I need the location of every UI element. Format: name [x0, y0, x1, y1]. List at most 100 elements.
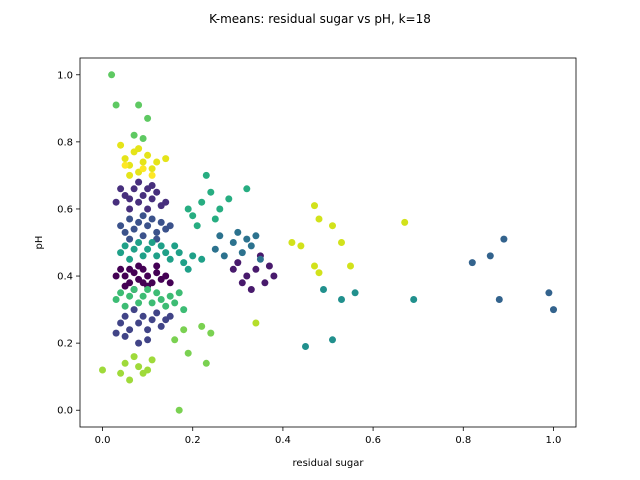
data-point — [157, 218, 165, 226]
data-point — [130, 286, 138, 293]
data-point — [550, 306, 557, 314]
data-point — [126, 376, 134, 384]
data-point — [225, 195, 233, 203]
data-point — [234, 259, 242, 267]
data-point — [112, 296, 120, 303]
data-point — [144, 151, 152, 159]
data-point — [238, 279, 246, 287]
x-tick-label: 0.8 — [455, 435, 471, 446]
y-tick-label: 0.6 — [57, 204, 73, 215]
data-point — [162, 155, 170, 163]
data-point — [202, 171, 210, 179]
data-point — [139, 212, 147, 220]
data-point — [211, 215, 219, 223]
data-point — [162, 198, 170, 206]
data-point — [139, 135, 147, 142]
data-point — [216, 232, 224, 240]
data-point — [175, 289, 183, 297]
data-point — [130, 245, 138, 253]
data-point — [216, 205, 224, 213]
data-point — [153, 262, 161, 270]
data-point — [166, 222, 174, 230]
data-point — [229, 239, 237, 246]
x-tick-label: 0.2 — [185, 435, 201, 446]
data-point — [126, 195, 134, 203]
data-point — [117, 265, 125, 273]
data-point — [157, 242, 165, 250]
y-tick-label: 0.2 — [57, 339, 73, 350]
data-point — [153, 228, 161, 236]
data-point — [121, 332, 129, 340]
data-point — [401, 218, 409, 226]
data-point — [144, 272, 152, 280]
data-point — [112, 272, 120, 280]
data-point — [144, 222, 152, 230]
data-point — [135, 178, 143, 186]
data-point — [148, 299, 156, 307]
data-point — [153, 188, 161, 196]
data-point — [220, 252, 228, 260]
data-point — [198, 198, 206, 206]
data-point — [139, 165, 147, 173]
y-tick-label: 1.0 — [57, 70, 73, 81]
data-point — [130, 185, 138, 193]
y-axis-ticks: 0.0 0.2 0.4 0.6 0.8 1.0 — [57, 70, 80, 417]
data-point — [135, 239, 143, 246]
data-point — [126, 255, 134, 263]
data-point — [130, 225, 138, 233]
data-point — [144, 366, 152, 374]
data-point — [180, 326, 188, 334]
data-point — [144, 326, 152, 334]
data-point — [135, 339, 143, 347]
data-point — [117, 249, 125, 257]
data-point — [112, 198, 120, 206]
data-point — [126, 215, 134, 223]
data-point — [153, 289, 161, 297]
data-point — [153, 252, 161, 260]
data-point — [148, 165, 156, 173]
data-point — [180, 259, 188, 267]
data-point — [139, 158, 147, 166]
data-point — [243, 185, 251, 193]
data-point — [180, 306, 188, 314]
data-point — [121, 312, 129, 320]
data-point — [121, 242, 129, 250]
data-point — [297, 242, 305, 250]
data-point — [329, 222, 336, 230]
data-point — [126, 235, 134, 243]
data-point — [468, 259, 476, 267]
data-point — [135, 319, 143, 327]
data-point — [270, 272, 278, 280]
data-point — [121, 272, 129, 280]
data-point — [117, 289, 125, 297]
data-point — [126, 326, 134, 334]
y-axis-label: pH — [34, 236, 45, 250]
data-point — [243, 235, 251, 243]
data-points — [99, 71, 557, 414]
data-point — [265, 262, 273, 270]
data-point — [121, 161, 129, 169]
x-tick-label: 0.6 — [365, 435, 381, 446]
data-point — [117, 185, 125, 193]
data-point — [486, 252, 494, 260]
data-point — [148, 316, 156, 324]
data-point — [162, 249, 170, 257]
data-point — [112, 329, 120, 337]
x-axis-ticks: 0.0 0.2 0.4 0.6 0.8 1.0 — [95, 427, 561, 446]
data-point — [162, 272, 170, 280]
data-point — [139, 312, 147, 320]
data-point — [135, 299, 143, 307]
data-point — [139, 232, 147, 240]
data-point — [410, 296, 418, 303]
data-point — [108, 71, 116, 79]
x-tick-label: 0.0 — [95, 435, 111, 446]
data-point — [545, 289, 553, 297]
data-point — [135, 101, 143, 109]
data-point — [121, 302, 129, 310]
data-point — [261, 279, 269, 287]
data-point — [148, 171, 156, 179]
data-point — [166, 312, 174, 320]
data-point — [166, 279, 174, 287]
data-point — [144, 286, 152, 293]
data-point — [166, 255, 174, 263]
